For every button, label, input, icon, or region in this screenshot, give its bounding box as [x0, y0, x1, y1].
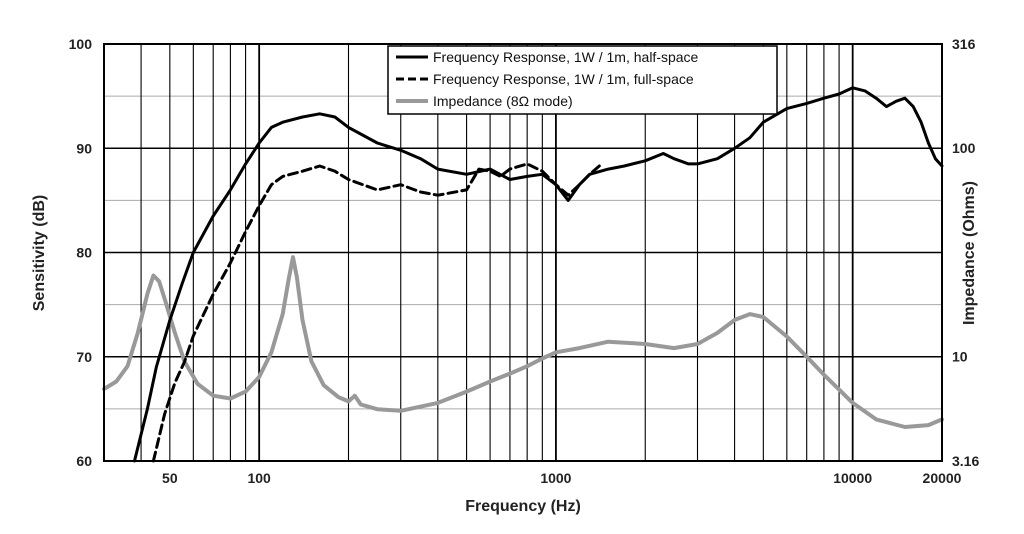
y-tick-label: 90 — [76, 140, 92, 156]
y2-tick-label: 316 — [952, 36, 976, 52]
x-tick-label: 20000 — [923, 470, 962, 486]
series-layer — [102, 86, 944, 463]
y2-tick-label: 10 — [952, 349, 968, 365]
legend-label-half-space: Frequency Response, 1W / 1m, half-space — [433, 49, 699, 65]
y-axis-title: Sensitivity (dB) — [31, 195, 48, 311]
x-tick-label: 10000 — [833, 470, 872, 486]
y2-axis-title: Impedance (Ohms) — [961, 181, 978, 325]
y-tick-label: 60 — [76, 453, 92, 469]
legend: Frequency Response, 1W / 1m, half-space … — [387, 45, 778, 115]
x-tick-label: 100 — [247, 470, 271, 486]
legend-label-impedance: Impedance (8Ω mode) — [433, 93, 573, 109]
legend-box — [387, 45, 778, 115]
tick-labels: 50 100 1000 10000 20000 60 70 80 90 100 3.16 10 100 3… — [69, 36, 980, 486]
x-tick-label: 50 — [162, 470, 178, 486]
y-tick-label: 80 — [76, 245, 92, 261]
legend-label-full-space: Frequency Response, 1W / 1m, full-space — [433, 71, 694, 87]
y-tick-label: 100 — [69, 36, 93, 52]
y2-tick-label: 3.16 — [952, 453, 979, 469]
series-line-full-space — [151, 162, 601, 463]
series-line-half-space — [133, 86, 944, 463]
y-tick-label: 70 — [76, 349, 92, 365]
x-axis-title: Frequency (Hz) — [465, 498, 581, 515]
series-line-impedance — [102, 255, 944, 429]
plot-frame — [103, 43, 943, 462]
y2-tick-label: 100 — [952, 140, 976, 156]
x-tick-label: 1000 — [540, 470, 571, 486]
